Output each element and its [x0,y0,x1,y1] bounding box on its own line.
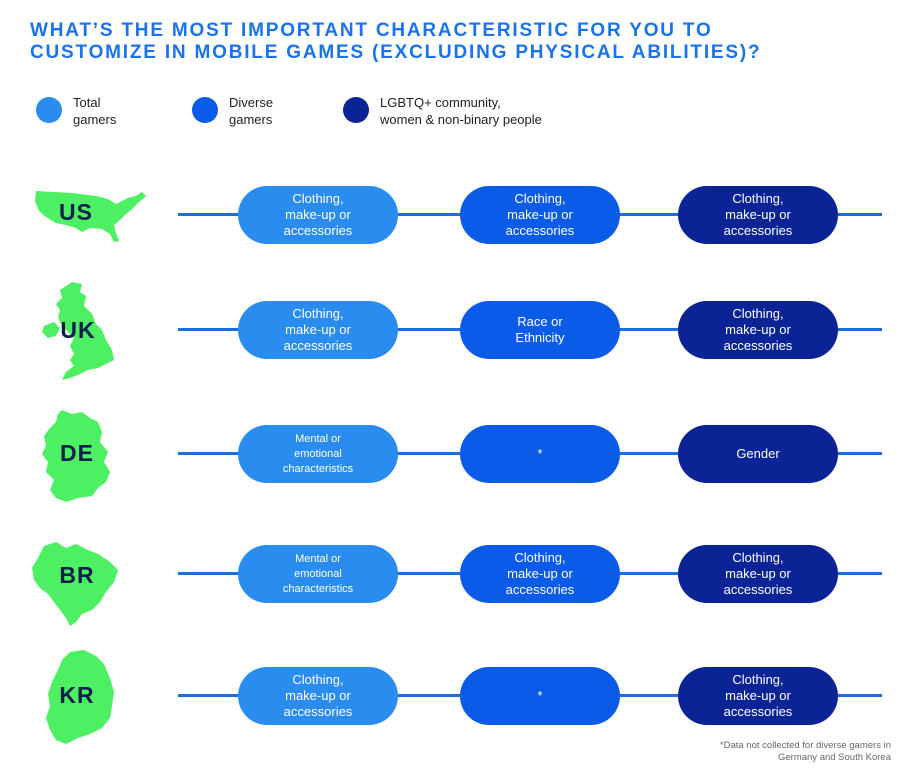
legend-label-line: gamers [73,112,117,127]
table-row-us: US Clothing, make-up or accessories Clothi… [0,165,923,265]
cell-lgbtq-women-nonbinary: Clothing, make-up or accessories [678,186,838,244]
legend-label-total-gamers: Total gamers [73,94,116,128]
country-code: KR [59,682,95,708]
cell-total-gamers: Clothing, make-up or accessories [238,301,398,359]
table-row-de: DE Mental or emotional characteristics * G… [0,404,923,504]
germany-map-icon [38,408,112,502]
chart-title: What’s the most important characteristic… [30,20,890,64]
cell-diverse-gamers: Race or Ethnicity [460,301,620,359]
cell-lgbtq-women-nonbinary: Clothing, make-up or accessories [678,301,838,359]
legend-dot-diverse-gamers [192,97,218,123]
cell-line: accessories [505,582,575,597]
cell-line: emotional [294,567,342,580]
country-code: BR [59,562,95,588]
footnote: *Data not collected for diverse gamers i… [720,740,891,764]
south-korea-map-icon [40,648,116,744]
cell-line: accessories [723,223,793,238]
legend-item-diverse-gamers: Diverse gamers [192,94,273,128]
cell-total-gamers: Mental or emotional characteristics [238,425,398,483]
cell-line: Clothing, [514,191,566,206]
cell-line: Clothing, [732,550,784,565]
cell-line: make-up or [725,322,791,337]
cell-line: Clothing, [514,550,566,565]
cell-line: Clothing, [732,672,784,687]
table-row-kr: KR Clothing, make-up or accessories * Clot… [0,646,923,746]
cell-diverse-gamers: * [460,425,620,483]
cell-line: make-up or [507,566,573,581]
cell-line: * [537,688,543,703]
cell-line: accessories [723,582,793,597]
cell-line: * [537,446,543,461]
cell-line: Clothing, [732,191,784,206]
cell-line: Ethnicity [515,330,565,345]
legend-label-diverse-gamers: Diverse gamers [229,94,273,128]
cell-line: Clothing, [292,306,344,321]
cell-line: Mental or [295,432,341,445]
cell-line: accessories [283,338,353,353]
cell-total-gamers: Clothing, make-up or accessories [238,667,398,725]
legend-label-line: women & non-binary people [380,112,542,127]
cell-line: accessories [505,223,575,238]
cell-lgbtq-women-nonbinary: Clothing, make-up or accessories [678,545,838,603]
country-code: US [59,199,93,225]
cell-line: make-up or [507,207,573,222]
table-row-br: BR Mental or emotional characteristics Clo… [0,524,923,626]
legend-dot-total-gamers [36,97,62,123]
cell-line: accessories [723,338,793,353]
legend-label-line: LGBTQ+ community, [380,95,501,110]
cell-line: make-up or [725,688,791,703]
footnote-line-2: Germany and South Korea [777,752,891,763]
cell-line: make-up or [285,688,351,703]
cell-diverse-gamers: * [460,667,620,725]
legend-item-total-gamers: Total gamers [36,94,116,128]
table-row-uk: UK Clothing, make-up or accessories Race o… [0,280,923,380]
cell-line: Clothing, [732,306,784,321]
legend-label-lgbtq-women-nonbinary: LGBTQ+ community, women & non-binary peo… [380,94,542,128]
cell-line: emotional [294,447,342,460]
legend-label-line: Diverse [229,95,274,110]
cell-line: Mental or [295,552,341,565]
legend-item-lgbtq-women-nonbinary: LGBTQ+ community, women & non-binary peo… [343,94,542,128]
cell-lgbtq-women-nonbinary: Clothing, make-up or accessories [678,667,838,725]
cell-line: Clothing, [292,191,344,206]
cell-line: Clothing, [292,672,344,687]
us-map-icon [32,187,148,245]
chart-title-line-1: What’s the most important characteristic… [30,20,713,41]
country-code: DE [60,440,94,466]
footnote-line-1: *Data not collected for diverse gamers i… [719,740,891,751]
cell-line: characteristics [282,582,354,595]
cell-line: make-up or [725,207,791,222]
cell-lgbtq-women-nonbinary: Gender [678,425,838,483]
cell-diverse-gamers: Clothing, make-up or accessories [460,545,620,603]
country-code: UK [60,317,96,343]
legend-label-line: Total [73,95,101,110]
cell-line: characteristics [282,462,354,475]
chart-title-line-2: customize in mobile games (excluding phy… [30,42,762,63]
uk-map-icon [40,280,120,382]
cell-line: make-up or [725,566,791,581]
cell-line: accessories [723,704,793,719]
cell-line: accessories [283,704,353,719]
cell-total-gamers: Mental or emotional characteristics [238,545,398,603]
cell-line: Race or [517,314,563,329]
cell-line: Gender [736,446,780,461]
cell-total-gamers: Clothing, make-up or accessories [238,186,398,244]
legend-label-line: gamers [229,112,273,127]
legend-dot-lgbtq-women-nonbinary [343,97,369,123]
brazil-map-icon [30,538,120,626]
cell-diverse-gamers: Clothing, make-up or accessories [460,186,620,244]
cell-line: make-up or [285,322,351,337]
cell-line: make-up or [285,207,351,222]
cell-line: accessories [283,223,353,238]
